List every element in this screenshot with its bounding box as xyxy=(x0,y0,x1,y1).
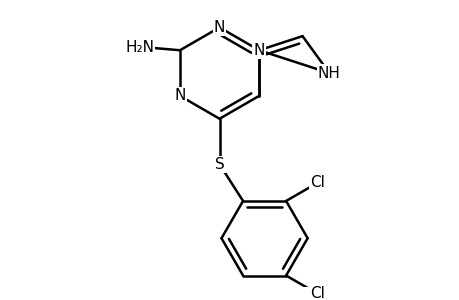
Text: NH: NH xyxy=(317,66,340,81)
Text: N: N xyxy=(174,88,185,104)
Text: H₂N: H₂N xyxy=(125,40,154,55)
Text: Cl: Cl xyxy=(310,175,325,190)
Text: N: N xyxy=(213,20,225,35)
Text: N: N xyxy=(253,43,264,58)
Text: S: S xyxy=(214,157,224,172)
Text: Cl: Cl xyxy=(310,286,325,300)
